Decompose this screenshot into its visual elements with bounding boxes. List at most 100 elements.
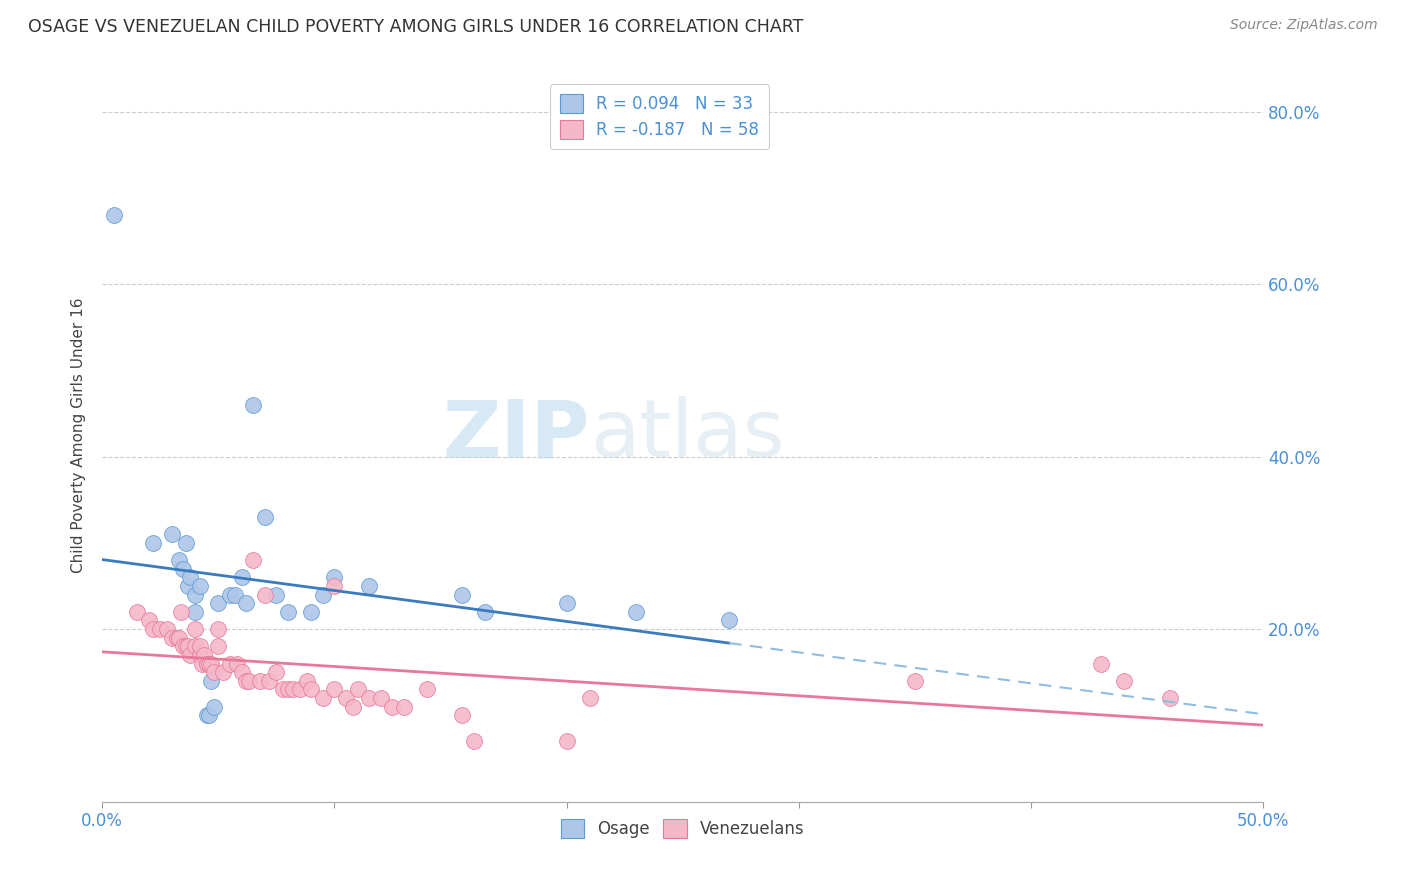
Point xyxy=(718,614,741,628)
Point xyxy=(451,588,474,602)
Point xyxy=(167,553,190,567)
Point xyxy=(474,605,496,619)
Point xyxy=(212,665,235,680)
Point xyxy=(288,682,311,697)
Point xyxy=(266,588,288,602)
Point xyxy=(299,605,322,619)
Point xyxy=(626,605,648,619)
Point xyxy=(138,614,160,628)
Text: atlas: atlas xyxy=(591,396,785,474)
Point xyxy=(224,588,246,602)
Point xyxy=(174,536,197,550)
Point xyxy=(277,682,299,697)
Point xyxy=(142,622,165,636)
Point xyxy=(231,665,253,680)
Point xyxy=(193,648,215,662)
Point xyxy=(266,665,288,680)
Point xyxy=(207,640,229,654)
Point xyxy=(1112,673,1135,688)
Point xyxy=(149,622,172,636)
Point xyxy=(184,605,207,619)
Point xyxy=(242,553,264,567)
Point xyxy=(125,605,148,619)
Point xyxy=(167,631,190,645)
Point xyxy=(184,640,207,654)
Point xyxy=(191,657,214,671)
Point xyxy=(392,699,415,714)
Point xyxy=(253,510,276,524)
Point xyxy=(1159,691,1181,706)
Point xyxy=(142,536,165,550)
Point xyxy=(188,579,211,593)
Point xyxy=(346,682,368,697)
Point xyxy=(200,657,222,671)
Point xyxy=(184,588,207,602)
Point xyxy=(219,657,242,671)
Point xyxy=(238,673,260,688)
Point xyxy=(416,682,439,697)
Point xyxy=(359,579,381,593)
Point xyxy=(555,734,578,748)
Point xyxy=(231,570,253,584)
Point xyxy=(463,734,485,748)
Point xyxy=(160,631,183,645)
Point xyxy=(904,673,927,688)
Point xyxy=(198,657,221,671)
Point xyxy=(207,596,229,610)
Point xyxy=(312,588,335,602)
Point xyxy=(281,682,304,697)
Point xyxy=(202,665,225,680)
Point xyxy=(198,708,221,723)
Point xyxy=(323,682,346,697)
Point xyxy=(235,596,257,610)
Point xyxy=(342,699,364,714)
Point xyxy=(359,691,381,706)
Point xyxy=(277,605,299,619)
Point xyxy=(579,691,602,706)
Point xyxy=(555,596,578,610)
Point xyxy=(219,588,242,602)
Point xyxy=(253,588,276,602)
Point xyxy=(323,570,346,584)
Point xyxy=(451,708,474,723)
Point xyxy=(225,657,247,671)
Y-axis label: Child Poverty Among Girls Under 16: Child Poverty Among Girls Under 16 xyxy=(72,297,86,573)
Text: ZIP: ZIP xyxy=(443,396,591,474)
Point xyxy=(177,579,200,593)
Point xyxy=(177,640,200,654)
Legend: Osage, Venezuelans: Osage, Venezuelans xyxy=(554,812,811,845)
Point xyxy=(173,640,195,654)
Point xyxy=(103,208,125,222)
Point xyxy=(312,691,335,706)
Text: Source: ZipAtlas.com: Source: ZipAtlas.com xyxy=(1230,18,1378,32)
Point xyxy=(242,398,264,412)
Point xyxy=(259,673,281,688)
Point xyxy=(174,640,197,654)
Point xyxy=(1090,657,1112,671)
Point xyxy=(335,691,357,706)
Point xyxy=(156,622,179,636)
Point xyxy=(200,673,222,688)
Point xyxy=(179,570,201,584)
Point xyxy=(295,673,318,688)
Point xyxy=(188,648,211,662)
Point xyxy=(195,708,218,723)
Point xyxy=(323,579,346,593)
Point xyxy=(195,657,218,671)
Point xyxy=(160,527,183,541)
Point xyxy=(370,691,392,706)
Point xyxy=(249,673,271,688)
Point xyxy=(170,605,193,619)
Point xyxy=(273,682,295,697)
Point xyxy=(166,631,188,645)
Text: OSAGE VS VENEZUELAN CHILD POVERTY AMONG GIRLS UNDER 16 CORRELATION CHART: OSAGE VS VENEZUELAN CHILD POVERTY AMONG … xyxy=(28,18,803,36)
Point xyxy=(202,699,225,714)
Point xyxy=(207,622,229,636)
Point xyxy=(184,622,207,636)
Point xyxy=(299,682,322,697)
Point xyxy=(188,640,211,654)
Point xyxy=(235,673,257,688)
Point xyxy=(173,562,195,576)
Point xyxy=(381,699,404,714)
Point xyxy=(179,648,201,662)
